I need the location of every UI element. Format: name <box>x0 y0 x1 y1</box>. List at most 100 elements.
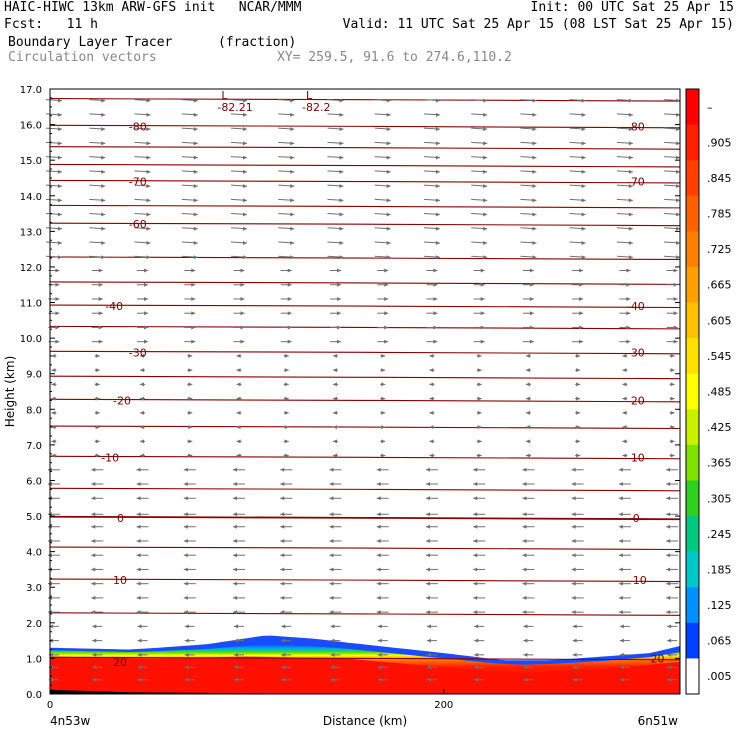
circulation-vector <box>236 368 242 373</box>
circulation-vector <box>423 212 440 217</box>
vector-head <box>280 567 285 572</box>
circulation-vector <box>91 282 103 287</box>
vector-head <box>48 624 53 629</box>
vector-head <box>628 169 633 174</box>
circulation-vector <box>329 553 342 558</box>
vector-head <box>92 638 97 643</box>
circulation-vector <box>278 212 295 217</box>
vector-head <box>376 581 381 586</box>
vector-head <box>429 425 434 430</box>
circulation-vector <box>283 425 289 430</box>
field-units: (fraction) <box>218 35 297 50</box>
colorbar-swatch <box>686 551 699 588</box>
circulation-vector <box>91 610 104 615</box>
circulation-vector <box>377 311 389 316</box>
vector-head <box>51 396 56 401</box>
circulation-vector <box>522 610 535 615</box>
circulation-vector <box>374 169 391 174</box>
vector-head <box>188 382 193 387</box>
vector-head <box>193 241 198 246</box>
vector-head <box>666 567 671 572</box>
cross-section-coords: XY= 259.5, 91.6 to 274.6,110.2 <box>277 50 512 65</box>
vector-head <box>144 339 149 344</box>
vector-head <box>474 638 479 643</box>
contour-label: 10 <box>113 574 127 587</box>
colorbar-label: – <box>707 101 713 114</box>
circulation-vector <box>426 325 438 330</box>
circulation-vector <box>520 127 537 132</box>
circulation-vector <box>618 467 631 472</box>
circulation-vector <box>376 496 389 501</box>
vector-head <box>376 553 381 558</box>
vector-head <box>433 325 438 330</box>
temperature-contour <box>49 163 681 168</box>
vector-head <box>101 141 106 146</box>
vector-head <box>101 226 106 231</box>
circulation-vector <box>327 184 344 189</box>
vector-head <box>146 255 151 260</box>
circulation-vector <box>278 255 295 260</box>
circulation-vector <box>234 665 244 670</box>
circulation-vector <box>140 410 146 415</box>
vector-head <box>193 212 198 217</box>
circulation-vector <box>666 296 678 301</box>
circulation-vector <box>136 524 149 529</box>
vector-head <box>146 112 151 117</box>
circulation-vector <box>520 241 537 246</box>
vector-field-name: Circulation vectors <box>8 50 157 65</box>
circulation-vector <box>140 453 146 458</box>
circulation-vector <box>572 268 584 273</box>
vector-head <box>183 595 188 600</box>
colorbar-frame <box>685 88 700 695</box>
circulation-vector <box>522 512 535 517</box>
circulation-vector <box>376 553 389 558</box>
circulation-vector <box>429 353 435 358</box>
circulation-vector <box>134 155 151 160</box>
circulation-vector <box>184 638 195 643</box>
vector-head <box>329 567 334 572</box>
vector-head <box>57 212 62 217</box>
vector-head <box>137 665 142 670</box>
vector-head <box>429 396 434 401</box>
circulation-vector <box>569 112 586 117</box>
vector-head <box>193 98 198 103</box>
vector-head <box>284 353 289 358</box>
vector-head <box>51 382 56 387</box>
circulation-vector <box>233 595 245 600</box>
circulation-vector <box>283 439 289 444</box>
colorbar-label: .665 <box>707 279 732 292</box>
circulation-vector <box>183 595 196 600</box>
circulation-vector <box>233 311 245 316</box>
vector-head <box>144 311 149 316</box>
circulation-vector <box>423 241 440 246</box>
circulation-vector <box>622 368 628 373</box>
vector-head <box>571 567 576 572</box>
circulation-vector <box>329 524 342 529</box>
vector-head <box>330 638 335 643</box>
vector-head <box>91 524 96 529</box>
vector-head <box>91 512 96 517</box>
vector-head <box>676 98 681 103</box>
vector-head <box>626 296 631 301</box>
contour-label: -30 <box>129 346 147 359</box>
circulation-vector <box>616 155 633 160</box>
circulation-vector <box>91 581 104 586</box>
temperature-contour <box>49 146 681 150</box>
circulation-vector <box>474 665 485 670</box>
vector-head <box>101 127 106 132</box>
vector-head <box>91 482 96 487</box>
vector-head <box>581 112 586 117</box>
vector-head <box>426 638 431 643</box>
vector-head <box>136 610 141 615</box>
circulation-vector <box>426 282 438 287</box>
vector-head <box>146 241 151 246</box>
circulation-vector <box>136 512 149 517</box>
circulation-vector <box>230 98 248 103</box>
circulation-vector <box>471 212 488 217</box>
circulation-vector <box>471 226 488 231</box>
circulation-vector <box>230 112 248 117</box>
vector-head <box>525 453 530 458</box>
vector-head <box>386 184 391 189</box>
vector-head <box>101 212 106 217</box>
circulation-vector <box>525 396 531 401</box>
